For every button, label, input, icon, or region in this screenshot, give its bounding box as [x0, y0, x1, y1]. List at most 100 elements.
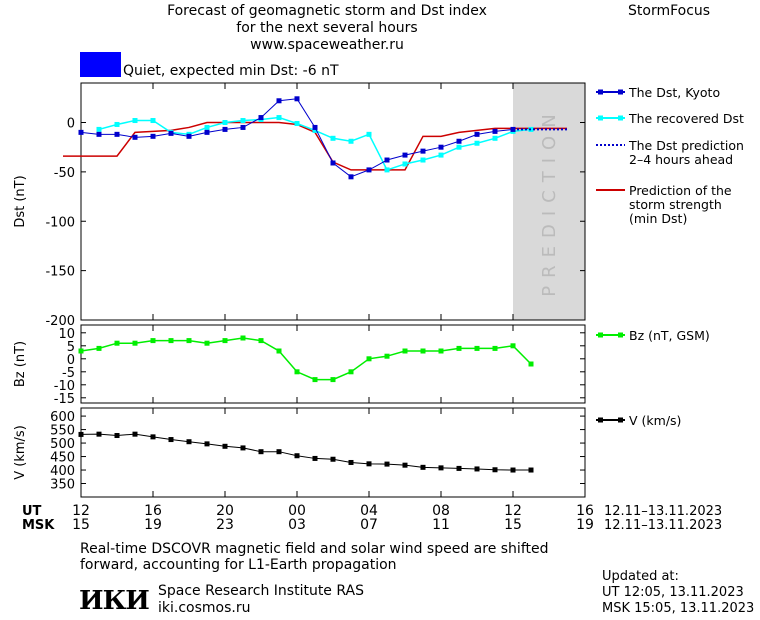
msk-tick-label: 19 [144, 517, 162, 533]
dst-recovered-point [330, 135, 336, 141]
v-point [150, 434, 156, 440]
y-tick-label: 10 [58, 327, 75, 342]
v-point [78, 431, 84, 437]
legend-v-marker [598, 417, 603, 423]
y-tick-label: -150 [45, 265, 75, 280]
legend-dst-kyoto-marker [598, 89, 603, 95]
ut-tick-label: 00 [288, 503, 306, 519]
legend-v-marker [618, 417, 623, 423]
y-tick-label: 400 [50, 464, 75, 479]
dst-kyoto-point [276, 98, 282, 104]
ut-tick-label: 08 [432, 503, 450, 519]
updated-ut: UT 12:05, 13.11.2023 [602, 585, 744, 600]
legend-dst-kyoto-label: The Dst, Kyoto [628, 85, 720, 100]
dst-recovered-point [276, 115, 282, 121]
msk-tick-label: 03 [288, 517, 306, 533]
status-swatch [80, 52, 121, 77]
v-point [348, 459, 354, 465]
dst-kyoto-point [96, 131, 102, 137]
bz-point [168, 338, 174, 344]
v-point [456, 465, 462, 471]
dst-recovered-point [348, 138, 354, 144]
dst-recovered-point [474, 140, 480, 146]
msk-tick-label: 19 [576, 517, 594, 533]
dst-recovered-point [222, 120, 228, 125]
legend-storm-prediction-label: (min Dst) [629, 211, 687, 226]
dst-y-axis-label: Dst (nT) [13, 175, 28, 227]
v-point [132, 431, 138, 437]
dst-series [63, 96, 567, 180]
dst-recovered-point [150, 118, 156, 124]
updated-label: Updated at: [602, 569, 679, 584]
dst-kyoto-point [312, 124, 318, 130]
dst-kyoto-point [330, 160, 336, 166]
legend-dst-prediction-label: The Dst prediction [628, 138, 744, 153]
v-y-axis-label: V (km/s) [13, 425, 28, 480]
dst-y-axis: 0 -50 -100 -150 -200 [45, 83, 586, 329]
v-line [80, 433, 531, 471]
dst-kyoto-line [80, 98, 514, 178]
bz-point [456, 345, 462, 351]
v-point [294, 453, 300, 459]
dst-kyoto-point [366, 167, 372, 173]
dst-kyoto-point [456, 138, 462, 144]
bz-point [366, 356, 372, 362]
dst-kyoto-point [402, 152, 408, 158]
bz-series [78, 335, 534, 383]
legend-storm-prediction-label: storm strength [629, 197, 722, 212]
v-point [420, 464, 426, 470]
prediction-zone-label: PREDICTION [539, 106, 560, 296]
msk-axis-label: MSK [22, 518, 55, 533]
dst-recovered-point [384, 167, 390, 173]
bz-point [114, 340, 120, 346]
bz-point [402, 348, 408, 354]
dst-recovered-point [402, 161, 408, 167]
v-point [528, 467, 534, 473]
chart-title-line-1: Forecast of geomagnetic storm and Dst in… [167, 3, 487, 19]
dst-kyoto-point [186, 133, 192, 139]
legend-bz-label: Bz (nT, GSM) [629, 328, 710, 343]
msk-tick-label: 23 [216, 517, 234, 533]
iki-logo: ИКИ [79, 586, 150, 616]
dst-recovered-point [114, 121, 120, 127]
msk-tick-label: 15 [504, 517, 522, 533]
ut-tick-label: 12 [72, 503, 90, 519]
dst-kyoto-point [150, 133, 156, 139]
bz-point [312, 377, 318, 383]
v-point [222, 443, 228, 449]
y-tick-label: 0 [67, 117, 75, 132]
bz-point [294, 369, 300, 375]
y-tick-label: -5 [62, 366, 75, 381]
bz-point [96, 345, 102, 351]
msk-tick-label: 11 [432, 517, 450, 533]
dst-kyoto-point [222, 126, 228, 132]
dst-recovered-point [456, 144, 462, 150]
v-point [474, 466, 480, 472]
bz-point [222, 338, 228, 344]
dst-recovered-point [420, 157, 426, 163]
dst-kyoto-point [204, 129, 210, 135]
chart-title-url[interactable]: www.spaceweather.ru [250, 37, 404, 53]
bz-point [474, 345, 480, 351]
bz-y-axis-label: Bz (nT) [13, 341, 28, 387]
dst-kyoto-point [474, 131, 480, 137]
bz-point [510, 343, 516, 349]
dst-kyoto-point [438, 144, 444, 150]
v-point [438, 465, 444, 471]
dst-kyoto-point [114, 131, 120, 137]
ut-tick-label: 12 [504, 503, 522, 519]
v-point [168, 437, 174, 443]
bz-point [330, 377, 336, 383]
ut-date-range: 12.11–13.11.2023 [604, 504, 722, 519]
bz-point [492, 345, 498, 351]
dst-kyoto-point [132, 134, 138, 140]
v-point [240, 445, 246, 451]
dst-recovered-point [132, 118, 138, 124]
institute-site-link[interactable]: iki.cosmos.ru [158, 600, 251, 616]
